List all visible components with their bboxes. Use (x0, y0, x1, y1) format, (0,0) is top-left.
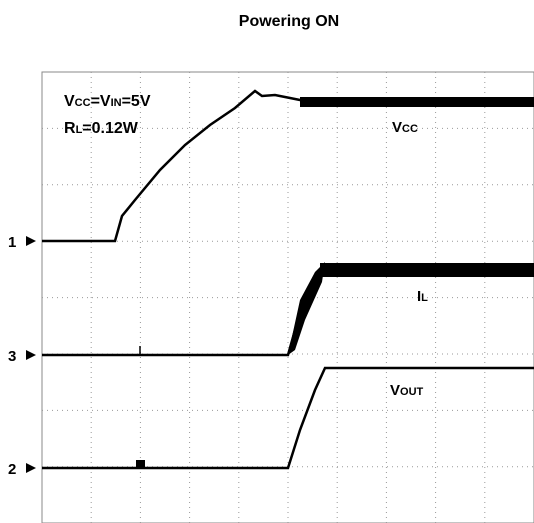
trigger-mark (136, 460, 145, 468)
text-part: V (64, 93, 75, 110)
channel-number: 2 (8, 461, 16, 478)
text-part: V (392, 119, 402, 136)
subscript: CC (402, 123, 418, 135)
text-part: =5V (122, 93, 151, 110)
trace-vout (42, 366, 534, 470)
screen (41, 71, 534, 523)
subscript: L (421, 292, 428, 304)
channel-number: 3 (8, 348, 16, 365)
trace-il-edge (288, 262, 325, 355)
trace-vcc-ripple (300, 97, 534, 107)
channel-markers: 1 3 2 (8, 234, 36, 478)
text-part: =0.12W (82, 120, 138, 137)
channel-arrow (26, 236, 36, 246)
condition-text: RL=0.12W (64, 120, 139, 137)
subscript: IN (111, 97, 122, 109)
subscript: CC (75, 97, 91, 109)
subscript: OUT (400, 386, 424, 398)
text-part: R (64, 120, 76, 137)
trace-label: VOUT (390, 382, 424, 399)
trace-vcc (42, 89, 534, 243)
channel-arrow (26, 350, 36, 360)
title: Powering ON (239, 13, 339, 30)
text-part: I (417, 288, 421, 305)
condition-text: VCC=VIN=5V (64, 93, 151, 110)
trace-label: IL (417, 288, 428, 305)
text-part: =V (91, 93, 111, 110)
grid (42, 72, 534, 523)
trace-il-ripple (320, 263, 534, 277)
text-part: V (390, 382, 400, 399)
subscript: L (76, 124, 83, 136)
channel-number: 1 (8, 234, 16, 251)
channel-arrow (26, 463, 36, 473)
trace-label: VCC (392, 119, 418, 136)
